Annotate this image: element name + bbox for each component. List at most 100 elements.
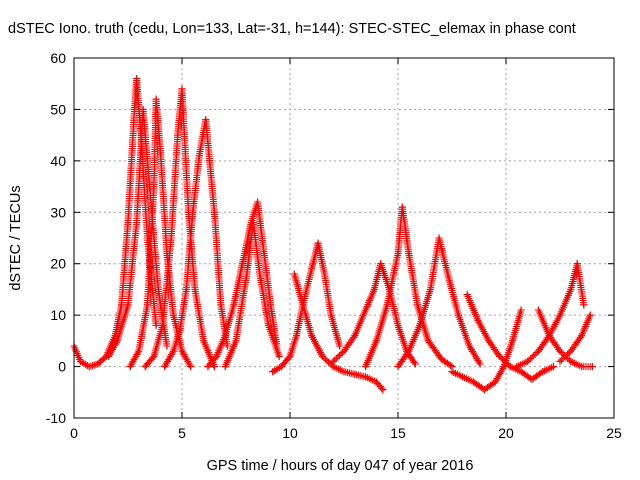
data-point (567, 285, 575, 293)
data-point (435, 234, 443, 242)
data-point (573, 260, 581, 268)
data-point (299, 301, 307, 309)
data-point (517, 306, 525, 314)
series-4 (161, 116, 231, 371)
data-point (143, 234, 151, 242)
x-tick-label-2: 10 (282, 425, 298, 441)
data-point (169, 311, 177, 319)
data-point (405, 347, 413, 355)
data-point (567, 347, 575, 355)
data-point (232, 337, 240, 345)
data-point (534, 306, 542, 314)
data-point (314, 239, 322, 247)
data-point (213, 352, 221, 360)
data-point (362, 373, 370, 381)
x-axis-label: GPS time / hours of day 047 of year 2016 (207, 458, 474, 474)
data-point (567, 357, 575, 365)
y-tick-label-6: 50 (50, 101, 66, 117)
data-point (150, 183, 158, 191)
data-point (254, 198, 262, 206)
data-point (500, 363, 508, 371)
data-point (243, 270, 251, 278)
data-point (426, 285, 434, 293)
data-point (94, 360, 102, 368)
data-point (161, 363, 169, 371)
data-point (463, 291, 471, 299)
data-point (506, 363, 514, 371)
data-point (534, 347, 542, 355)
data-point (476, 360, 484, 368)
data-point (556, 347, 564, 355)
data-point (290, 270, 298, 278)
data-point (176, 327, 184, 335)
data-point (154, 285, 162, 293)
data-point (210, 363, 218, 371)
data-point (413, 301, 421, 309)
data-point (586, 311, 594, 319)
data-point (383, 301, 391, 309)
data-point (76, 357, 84, 365)
data-point (178, 347, 186, 355)
data-point (141, 363, 149, 371)
data-point (277, 363, 285, 371)
data-point (351, 370, 359, 378)
data-point (292, 332, 300, 340)
data-point (133, 75, 141, 83)
data-point (394, 249, 402, 257)
data-point (318, 352, 326, 360)
data-point (437, 355, 445, 363)
series-8 (290, 270, 387, 394)
y-tick-label-0: -10 (46, 410, 66, 426)
chart-title: dSTEC Iono. truth (cedu, Lon=133, Lat=-3… (8, 21, 576, 37)
x-tick-label-4: 20 (498, 425, 514, 441)
data-point (485, 337, 493, 345)
y-axis-label: dSTEC / TECUs (8, 185, 24, 290)
data-point (221, 332, 229, 340)
data-point (556, 311, 564, 319)
data-point (187, 363, 195, 371)
series-6-markers (221, 219, 283, 371)
data-point (204, 363, 212, 371)
data-point (372, 378, 380, 386)
data-point (336, 342, 344, 350)
data-point (448, 368, 456, 376)
data-series (70, 75, 596, 394)
data-point (152, 321, 160, 329)
data-point (394, 363, 402, 371)
data-point (379, 386, 387, 394)
data-point (202, 116, 210, 124)
data-point (340, 347, 348, 355)
y-tick-label-4: 30 (50, 204, 66, 220)
series-6 (221, 219, 283, 371)
data-point (159, 321, 167, 329)
series-2 (126, 95, 195, 371)
y-tick-label-2: 10 (50, 307, 66, 323)
y-tick-label-7: 60 (50, 50, 66, 66)
x-tick-label-0: 0 (70, 425, 78, 441)
data-point (130, 105, 138, 113)
data-point (135, 347, 143, 355)
data-point (230, 301, 238, 309)
data-point (480, 386, 488, 394)
data-point (405, 249, 413, 257)
data-point (444, 270, 452, 278)
plot-frame (73, 57, 615, 419)
series-1 (105, 105, 171, 360)
data-point (133, 219, 141, 227)
data-point (139, 105, 147, 113)
data-point (411, 360, 419, 368)
data-point (256, 270, 264, 278)
data-point (578, 332, 586, 340)
data-point (191, 285, 199, 293)
series-16-markers (556, 311, 594, 365)
data-point (424, 337, 432, 345)
data-point (539, 368, 547, 376)
series-15-markers (534, 306, 596, 371)
data-point (578, 363, 586, 371)
data-point (327, 311, 335, 319)
y-tick-label-5: 40 (50, 153, 66, 169)
data-point (308, 332, 316, 340)
data-point (182, 285, 190, 293)
data-point (556, 357, 564, 365)
